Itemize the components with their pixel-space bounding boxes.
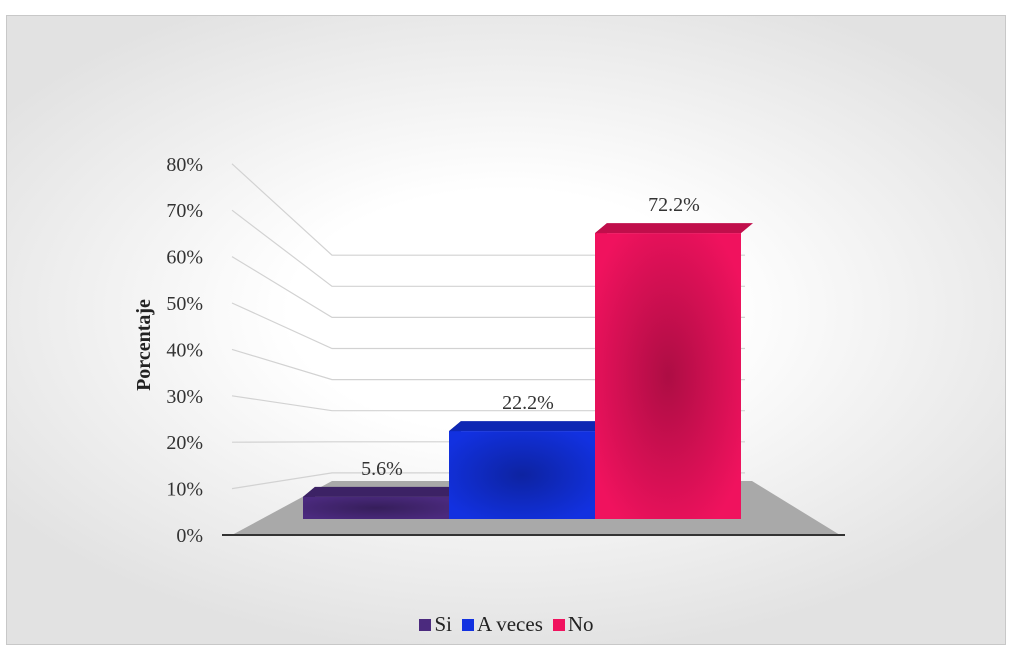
- y-tick-label: 80%: [166, 154, 203, 176]
- y-tick-label: 60%: [166, 247, 203, 269]
- y-tick-label: 0%: [176, 525, 203, 547]
- legend-item: Si: [419, 612, 452, 637]
- data-label: 5.6%: [361, 458, 403, 480]
- data-label: 72.2%: [648, 194, 700, 216]
- y-axis-label: Porcentaje: [133, 299, 155, 391]
- y-tick-label: 50%: [166, 293, 203, 315]
- chart-area: [6, 15, 1006, 645]
- legend: Si A veces No: [0, 612, 1013, 637]
- legend-item: No: [552, 612, 594, 637]
- legend-item: A veces: [461, 612, 543, 637]
- legend-swatch: [461, 618, 474, 631]
- bar-a-veces: [449, 421, 607, 519]
- legend-swatch: [552, 618, 565, 631]
- legend-label: A veces: [476, 612, 543, 636]
- y-tick-label: 70%: [166, 200, 203, 222]
- y-tick-label: 30%: [166, 386, 203, 408]
- bar-si: [303, 486, 461, 519]
- y-tick-label: 20%: [166, 432, 203, 454]
- legend-label: No: [567, 612, 594, 636]
- y-tick-label: 40%: [166, 339, 203, 361]
- legend-label: Si: [434, 612, 452, 636]
- data-label: 22.2%: [502, 392, 554, 414]
- legend-swatch: [419, 618, 432, 631]
- bar-no: [595, 223, 753, 519]
- y-tick-label: 10%: [166, 479, 203, 501]
